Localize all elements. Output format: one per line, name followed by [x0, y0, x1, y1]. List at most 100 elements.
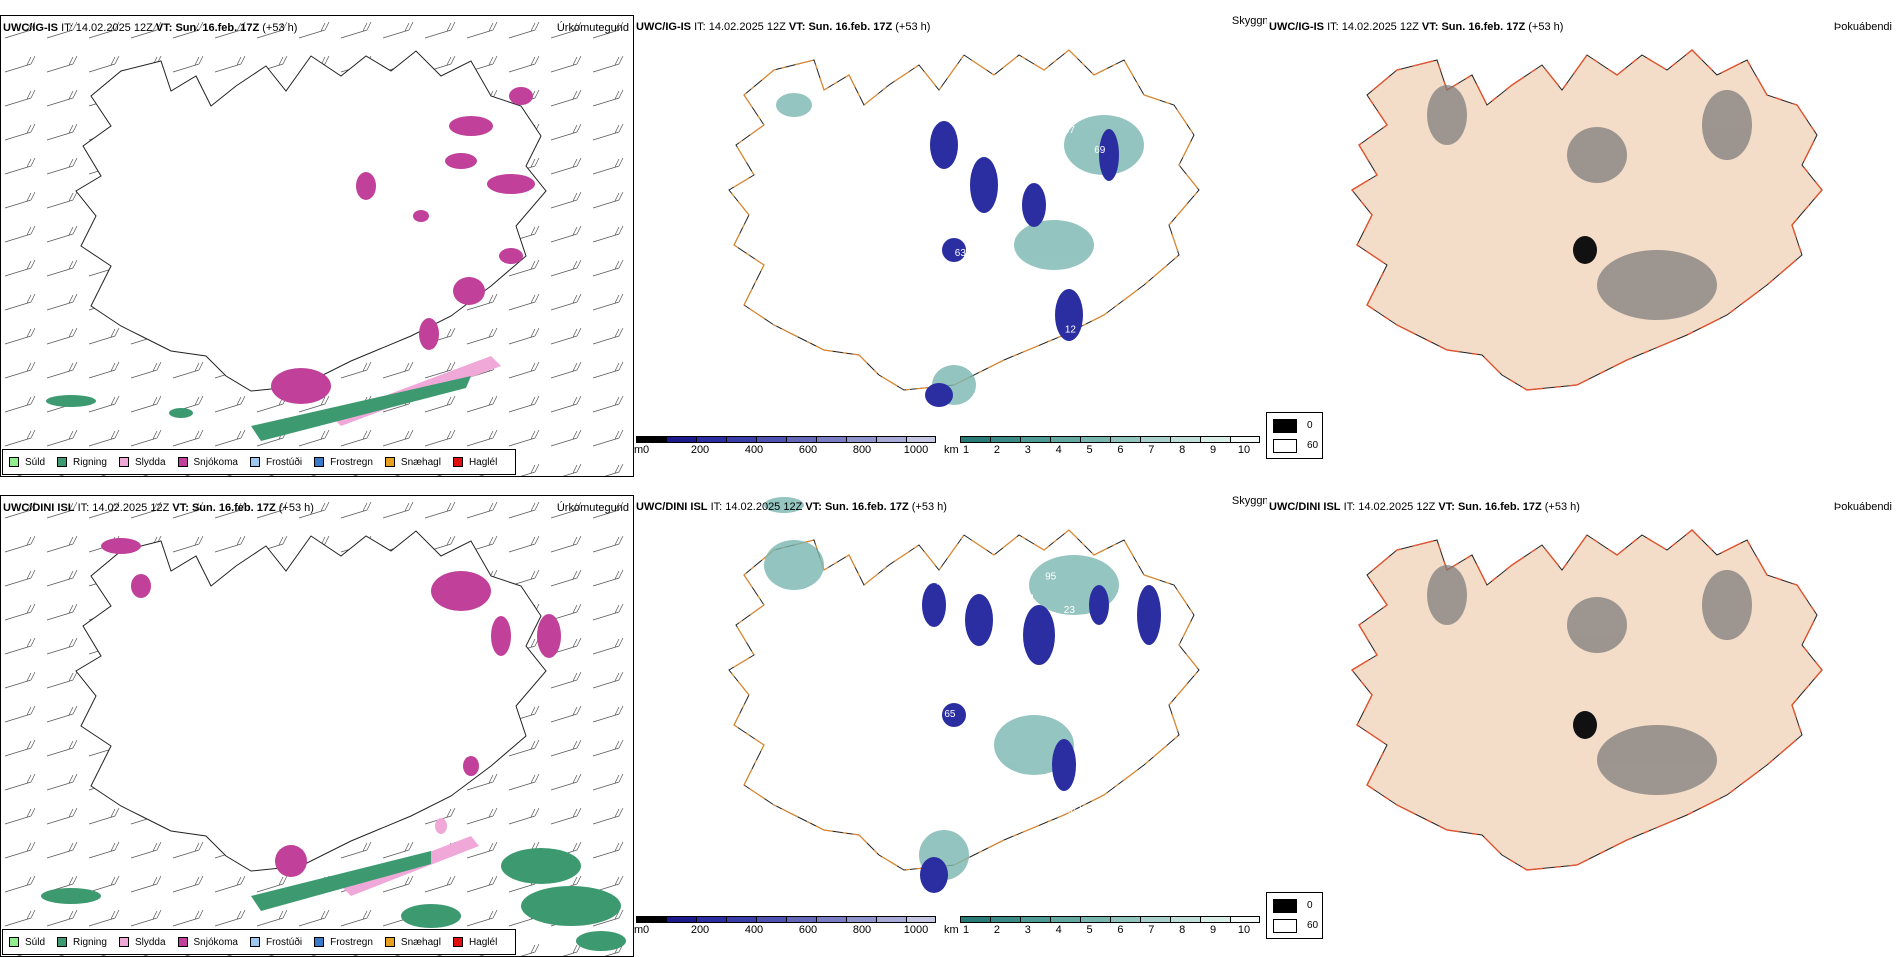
- panel-type-label: Skyggni: [1231, 495, 1267, 507]
- colorbar-tick: 0: [642, 924, 650, 936]
- legend-swatch: [384, 937, 395, 947]
- colorbar-segment: [636, 916, 666, 923]
- fog-swatch: [1273, 919, 1297, 933]
- colorbar-tick: 1000: [903, 444, 929, 456]
- colorbar-tick: 3: [1024, 444, 1031, 456]
- colorbar-segment: [726, 436, 756, 443]
- legend-swatch: [452, 937, 463, 947]
- colorbar-tick: 3: [1024, 924, 1031, 936]
- cloud-base-label: 65: [944, 709, 956, 720]
- colorbar-segment: [1170, 436, 1200, 443]
- fog-swatch: [1273, 439, 1297, 453]
- cloud-base-label: 10: [832, 130, 844, 141]
- cloud-base-label: 106: [943, 690, 960, 701]
- legend-swatch: [314, 457, 325, 467]
- legend-swatch: [9, 457, 19, 467]
- colorbar-segment: [1140, 916, 1170, 923]
- colorbar-segment: [666, 916, 696, 923]
- cloud-base-label: 333: [948, 760, 965, 771]
- cloud-base-label: 118: [983, 296, 999, 307]
- colorbar-tick: 8: [1179, 444, 1186, 456]
- colorbar-segment: [816, 916, 846, 923]
- precip-type-map-2: [1, 496, 633, 956]
- cloud-base-label: 87: [1050, 687, 1062, 698]
- cloud-base-label: 183: [1065, 804, 1082, 815]
- cloud-base-unit: m: [634, 444, 644, 456]
- cloud-base-label: 86: [1082, 213, 1094, 224]
- colorbar-tick: 200: [690, 924, 710, 936]
- cloud-base-label: 31: [1025, 114, 1037, 125]
- cloud-base-label: 446: [1094, 625, 1111, 636]
- cloud-base-label: 95: [1045, 571, 1057, 582]
- colorbar-segment: [1110, 436, 1140, 443]
- colorbar-segment: [990, 436, 1020, 443]
- cloud-base-label: 29: [1085, 675, 1097, 686]
- precip-type-map-1: [1, 16, 633, 476]
- visibility-unit: km: [944, 924, 959, 936]
- colorbar-segment: [696, 436, 726, 443]
- panel-title: UWC/IG-IS IT: 14.02.2025 12Z VT: Sun. 16…: [636, 21, 931, 33]
- colorbar-tick: 9: [1210, 444, 1217, 456]
- legend-swatch: [452, 457, 463, 467]
- cloud-base-label: 102: [991, 567, 1008, 578]
- colorbar-segment: [960, 916, 990, 923]
- colorbar-segment: [1230, 436, 1260, 443]
- cloud-base-labels-2: 87 82 11 79 108 14 485 171 95 65 23 183 95 29 333 102 11…: [804, 567, 1225, 828]
- cloud-base-label: 127: [804, 180, 821, 191]
- cloud-base-label: 95: [1213, 740, 1225, 751]
- colorbar-tick: 7: [1148, 444, 1155, 456]
- panel-type-label: Þokuábendi: [1833, 21, 1892, 33]
- cloud-base-label: 17: [880, 91, 892, 102]
- colorbar-tick: 2: [993, 444, 1000, 456]
- colorbar-segment: [1200, 916, 1230, 923]
- legend-swatch: [9, 937, 19, 947]
- cloud-base-label: 11: [1025, 594, 1036, 605]
- colorbar-segment: [960, 436, 990, 443]
- panel-type-label: Þokuábendi: [1833, 501, 1892, 513]
- cloud-base-label: 118: [991, 87, 1007, 98]
- colorbar-tick: 2: [993, 924, 1000, 936]
- cloud-base-label: 46: [923, 737, 935, 748]
- colorbar-segment: [906, 436, 936, 443]
- cloud-base-label: 69: [1094, 145, 1106, 156]
- fog-swatch: [1273, 419, 1297, 433]
- colorbar-segment: [696, 916, 726, 923]
- colorbar-tick: 600: [798, 444, 818, 456]
- visibility-map-1: [728, 49, 1200, 407]
- fog-map-1: [1351, 49, 1823, 391]
- cloud-base-label: 43: [948, 280, 960, 291]
- legend-swatch: [57, 457, 68, 467]
- panel-type-label: Úrkomutegund: [556, 502, 629, 514]
- precip-type-legend: Súld Rigning Slydda Snjókoma Frostúði Fr…: [2, 929, 517, 955]
- legend-swatch: [249, 457, 260, 467]
- colorbar-segment: [1140, 436, 1170, 443]
- colorbar-tick: 10: [1237, 444, 1251, 456]
- cloud-base-labels-1: 90 63 31 06 127 70 118 105 25 171 87 12 10 94 43 118 80 8…: [804, 87, 1225, 338]
- cloud-base-label: 63: [955, 248, 967, 259]
- cloud-base-label: 108: [804, 660, 821, 671]
- legend-swatch: [384, 457, 395, 467]
- colorbar-segment: [1050, 436, 1080, 443]
- cloud-base-label: 96: [1082, 693, 1094, 704]
- colorbar-tick: 6: [1117, 444, 1124, 456]
- cloud-base-label: 90: [1050, 207, 1062, 218]
- colorbar-tick: 1000: [903, 924, 929, 936]
- colorbar-tick: 1: [962, 444, 970, 456]
- cloud-base-unit: m: [634, 924, 644, 936]
- cloud-base-label: 64: [1010, 327, 1022, 338]
- precip-type-panel-2: UWC/DINI ISL IT: 14.02.2025 12Z VT: Sun.…: [0, 495, 634, 957]
- precip-type-panel-1: UWC/IG-IS IT: 14.02.2025 12Z VT: Sun. 16…: [0, 15, 634, 477]
- legend-swatch: [118, 457, 129, 467]
- panel-type-label: Skyggni: [1231, 15, 1267, 27]
- colorbar-tick: 5: [1086, 444, 1093, 456]
- colorbar-tick: 1: [962, 924, 970, 936]
- colorbar-segment: [1050, 916, 1080, 923]
- cloud-base-label: 76: [1010, 807, 1022, 818]
- panel-title: UWC/DINI ISL IT: 14.02.2025 12Z VT: Sun.…: [1269, 501, 1580, 513]
- cloud-base-label: 79: [1117, 787, 1129, 798]
- visibility-colorbar-2: [960, 916, 1260, 923]
- cloud-base-label: 82: [955, 728, 967, 739]
- fog-swatch: [1273, 899, 1297, 913]
- cloud-base-label: 171: [944, 229, 961, 240]
- colorbar-segment: [906, 916, 936, 923]
